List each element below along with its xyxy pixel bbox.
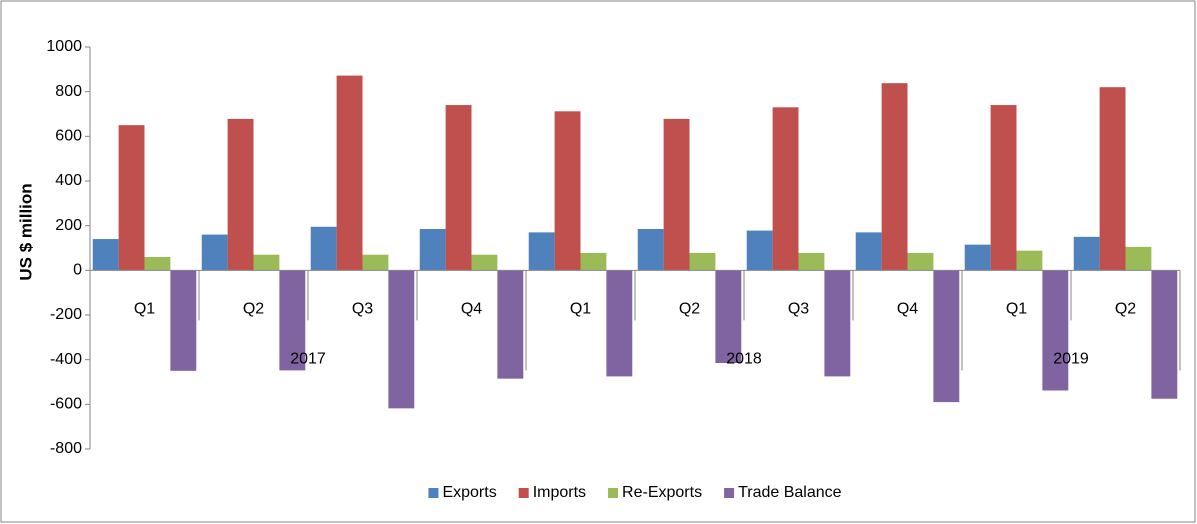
bar <box>1016 250 1043 271</box>
bar <box>663 118 690 271</box>
bar <box>144 256 171 271</box>
bar <box>1042 270 1069 391</box>
bar <box>933 270 960 403</box>
x-tick-label: Q3 <box>788 301 809 318</box>
legend-label: Exports <box>442 484 496 501</box>
y-tick-label: 400 <box>55 172 82 189</box>
x-tick-label: Q3 <box>352 301 373 318</box>
bar <box>907 252 934 271</box>
bar <box>336 75 363 271</box>
y-tick-label: 1000 <box>46 38 82 55</box>
legend-swatch <box>428 488 439 498</box>
bar <box>170 270 197 371</box>
legend-label: Imports <box>533 484 586 501</box>
bar <box>471 254 498 271</box>
bar <box>798 252 825 271</box>
bar <box>580 252 607 271</box>
bar <box>855 232 882 271</box>
x-tick-label: Q1 <box>570 301 591 318</box>
bar <box>1151 270 1178 399</box>
x-tick-label: Q1 <box>1006 301 1027 318</box>
group-label: 2017 <box>290 351 326 368</box>
y-tick-label: -800 <box>50 440 82 457</box>
bar <box>388 270 415 409</box>
legend-swatch <box>724 488 735 498</box>
x-tick-label: Q2 <box>1115 301 1136 318</box>
y-tick-label: 600 <box>55 128 82 145</box>
legend-swatch <box>608 488 619 498</box>
bar <box>689 252 716 271</box>
x-tick-label: Q1 <box>134 301 155 318</box>
bar <box>554 111 581 271</box>
group-label: 2019 <box>1053 351 1089 368</box>
bar <box>637 229 664 271</box>
bar <box>227 118 254 271</box>
bar <box>362 254 389 271</box>
y-tick-label: -400 <box>50 351 82 368</box>
bar <box>772 107 799 271</box>
bar <box>1073 236 1100 271</box>
bar <box>964 244 991 271</box>
bar <box>201 234 228 271</box>
x-tick-label: Q2 <box>679 301 700 318</box>
bar <box>253 254 280 271</box>
bar <box>881 83 908 271</box>
x-tick-label: Q4 <box>461 301 482 318</box>
bar <box>715 270 742 364</box>
x-tick-label: Q2 <box>243 301 264 318</box>
legend-label: Trade Balance <box>738 484 842 501</box>
bar <box>118 125 145 271</box>
bar <box>528 232 555 271</box>
bar <box>279 270 306 371</box>
y-tick-label: 800 <box>55 83 82 100</box>
bar <box>1125 246 1152 271</box>
bar <box>1099 87 1126 271</box>
bar <box>990 105 1017 271</box>
legend-swatch <box>518 488 529 498</box>
bar <box>419 229 446 271</box>
y-tick-label: 200 <box>55 217 82 234</box>
legend-label: Re-Exports <box>622 484 702 501</box>
bar <box>606 270 633 377</box>
bar <box>92 239 119 271</box>
y-tick-label: 0 <box>73 262 82 279</box>
y-tick-label: -200 <box>50 306 82 323</box>
y-axis-label: US $ million <box>16 183 35 280</box>
bar <box>824 270 851 377</box>
y-tick-label: -600 <box>50 396 82 413</box>
bar <box>497 270 524 379</box>
group-label: 2018 <box>726 351 762 368</box>
bar <box>746 230 773 271</box>
x-tick-label: Q4 <box>897 301 918 318</box>
bar <box>445 105 472 271</box>
bar <box>310 226 337 271</box>
